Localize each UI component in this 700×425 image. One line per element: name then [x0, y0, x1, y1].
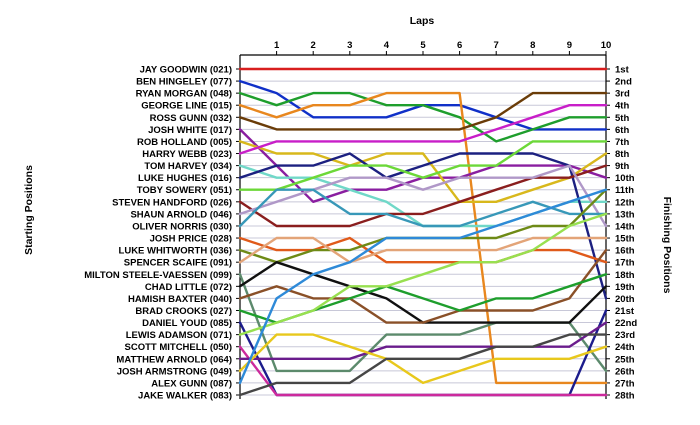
rider-name-label: MILTON STEELE-VAESSEN (099) — [84, 270, 232, 281]
lap-tick-label: 1 — [274, 40, 280, 51]
finishing-position-label: 21st — [615, 306, 635, 317]
finishing-position-label: 3rd — [615, 89, 630, 100]
lap-tick-label: 4 — [384, 40, 390, 51]
finishing-position-label: 28th — [615, 391, 635, 402]
series-line — [238, 212, 608, 336]
rider-name-label: JAKE WALKER (083) — [138, 391, 232, 402]
rider-name-label: LUKE HUGHES (016) — [138, 173, 232, 184]
rider-name-label: SCOTT MITCHELL (050) — [125, 342, 233, 353]
finishing-position-label: 14th — [615, 221, 635, 232]
finishing-position-label: 4th — [615, 101, 629, 112]
rider-name-label: JOSH ARMSTRONG (049) — [117, 366, 232, 377]
finishing-position-label: 24th — [615, 342, 635, 353]
series-line — [238, 236, 608, 264]
finishing-position-label: 25th — [615, 354, 635, 365]
rider-name-label: BEN HINGELEY (077) — [136, 77, 232, 88]
series-line — [238, 164, 608, 228]
lap-tick-label: 7 — [494, 40, 499, 51]
lap-tick-label: 2 — [311, 40, 316, 51]
series-line — [238, 140, 608, 204]
rider-name-label: LEWIS ADAMSON (071) — [126, 330, 232, 341]
series-lines — [238, 67, 608, 397]
lap-tick-label: 3 — [347, 40, 352, 51]
lap-tick-label: 9 — [567, 40, 572, 51]
finishing-position-label: 17th — [615, 258, 635, 269]
series-line — [238, 333, 608, 385]
finishing-position-label: 6th — [615, 125, 629, 136]
rider-name-label: ROSS GUNN (032) — [150, 113, 232, 124]
finishing-position-label: 9th — [615, 161, 629, 172]
series-line — [238, 152, 608, 300]
lap-tick-label: 5 — [420, 40, 426, 51]
rider-name-label: ALEX GUNN (087) — [151, 378, 232, 389]
rider-name-label: LUKE WHITWORTH (036) — [119, 246, 232, 257]
series-line — [238, 345, 608, 397]
x-axis-title: Laps — [410, 15, 435, 27]
finishing-position-label: 23rd — [615, 330, 635, 341]
y-axis-title: Starting Positions — [23, 165, 35, 255]
series-line — [238, 321, 608, 360]
rider-name-label: DANIEL YOUD (085) — [142, 318, 232, 329]
labels: 1 2 3 4 5 6 7 8 9 10 JAY GOODWIN (021)BEN HINGELEY… — [84, 40, 637, 402]
series-line — [238, 248, 608, 324]
series-line — [238, 103, 608, 155]
lap-tick-label: 8 — [530, 40, 535, 51]
finishing-position-label: 5th — [615, 113, 629, 124]
finishing-position-label: 8th — [615, 149, 629, 160]
finishing-position-label: 12th — [615, 197, 635, 208]
series-line — [238, 164, 608, 228]
rider-name-label: GEORGE LINE (015) — [141, 101, 232, 112]
rider-name-label: HARRY WEBB (023) — [142, 149, 232, 160]
rider-name-label: CHAD LITTLE (072) — [145, 282, 232, 293]
finishing-position-label: 27th — [615, 378, 635, 389]
series-line — [238, 140, 608, 191]
series-line — [238, 188, 608, 385]
finishing-position-label: 11th — [615, 185, 634, 196]
lap-tick-label: 6 — [457, 40, 462, 51]
rider-name-label: JAY GOODWIN (021) — [140, 65, 232, 76]
finishing-position-label: 19th — [615, 282, 635, 293]
finishing-position-label: 13th — [615, 209, 635, 220]
rider-name-label: RYAN MORGAN (048) — [136, 89, 232, 100]
rider-name-label: JOSH WHITE (017) — [148, 125, 232, 136]
finishing-position-label: 18th — [615, 270, 635, 281]
series-line — [238, 236, 608, 264]
series-line — [238, 91, 608, 131]
finishing-position-label: 22nd — [615, 318, 637, 329]
finishing-position-label: 10th — [615, 173, 635, 184]
rider-name-label: STEVEN HANDFORD (026) — [112, 197, 232, 208]
finishing-position-label: 2nd — [615, 77, 632, 88]
series-line — [238, 188, 608, 228]
y-axis-right-title: Finishing Positions — [661, 197, 673, 294]
series-line — [238, 333, 608, 397]
rider-name-label: TOM HARVEY (034) — [144, 161, 232, 172]
series-line — [238, 91, 608, 143]
finishing-position-label: 20th — [615, 294, 635, 305]
rider-name-label: SHAUN ARNOLD (046) — [130, 209, 232, 220]
rider-name-label: SPENCER SCAIFE (091) — [124, 258, 232, 269]
rider-name-label: TOBY SOWERY (051) — [137, 185, 232, 196]
rider-name-label: MATTHEW ARNOLD (064) — [116, 354, 232, 365]
finishing-position-label: 15th — [615, 234, 635, 245]
rider-name-label: HAMISH BAXTER (040) — [128, 294, 232, 305]
finishing-position-label: 7th — [615, 137, 629, 148]
lap-tick-label: 10 — [601, 40, 612, 51]
rider-name-label: BRAD CROOKS (027) — [135, 306, 232, 317]
rider-name-label: ROB HOLLAND (005) — [137, 137, 232, 148]
finishing-position-label: 16th — [615, 246, 635, 257]
rider-name-label: OLIVER NORRIS (030) — [132, 221, 232, 232]
series-line — [238, 91, 608, 385]
finishing-position-label: 1st — [615, 65, 630, 76]
finishing-position-label: 26th — [615, 366, 635, 377]
rider-name-label: JOSH PRICE (028) — [150, 234, 232, 245]
